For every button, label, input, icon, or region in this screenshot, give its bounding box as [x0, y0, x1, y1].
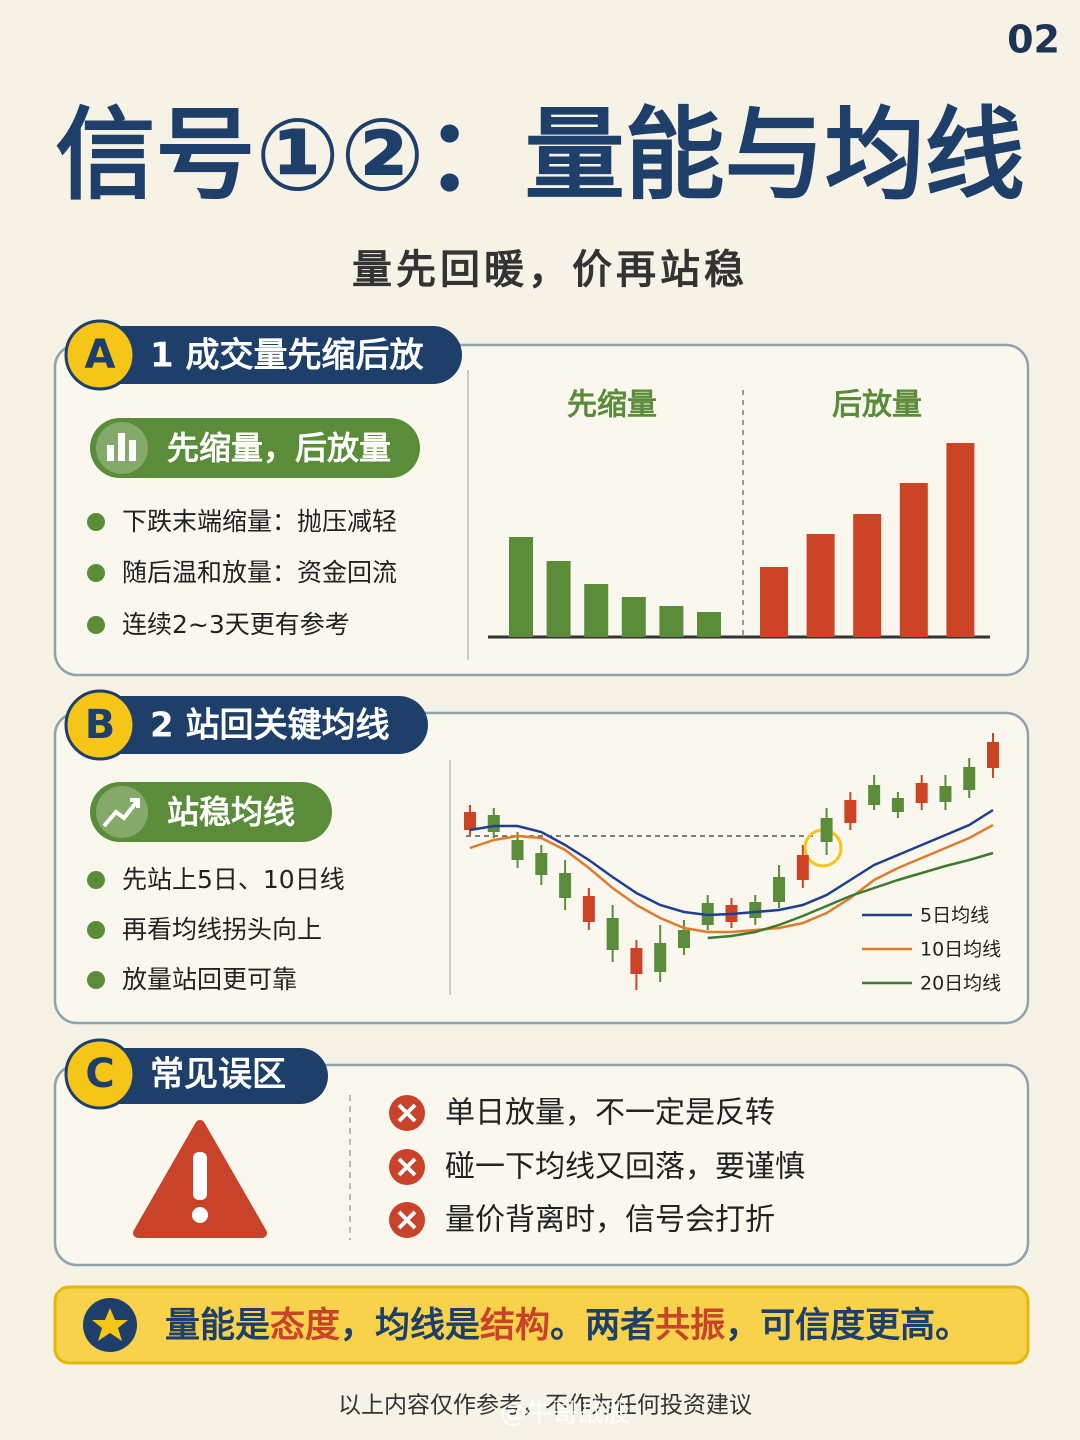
legend-label: 10日均线	[920, 939, 1001, 961]
bullet-dot	[87, 564, 105, 582]
candle-body	[773, 877, 786, 902]
error-cross	[397, 1157, 417, 1177]
group-label: 先缩量	[567, 388, 657, 423]
conclusion-segment: ，可信度更高。	[725, 1306, 970, 1346]
section-title: 2 站回关键均线	[150, 706, 390, 746]
footer: 以上内容仅作参考，不作为任何投资建议	[338, 1393, 752, 1419]
bar	[509, 537, 533, 637]
bullet-text: 先站上5日、10日线	[122, 865, 345, 894]
bar	[659, 606, 684, 637]
moving-average	[469, 823, 994, 934]
subtitle: 量先回暖，价再站稳	[352, 247, 748, 293]
candle-body	[987, 742, 999, 768]
panel	[53, 1063, 1030, 1267]
bullet-text: 连续2~3天更有参考	[122, 610, 350, 639]
candle-body	[559, 873, 572, 898]
candle-body	[630, 948, 643, 974]
candle-body	[677, 930, 690, 948]
candle-body	[582, 896, 595, 922]
candle-body	[511, 840, 524, 860]
warning-mark	[193, 1152, 207, 1200]
bullet-text: 放量站回更可靠	[122, 965, 297, 994]
candle-body	[868, 785, 881, 805]
bar-icon	[107, 433, 136, 461]
badge-text: A	[85, 332, 116, 378]
watermark: @牛哥战股	[500, 1399, 630, 1429]
candle-body	[963, 767, 976, 790]
section-title: 1 成交量先缩后放	[150, 336, 424, 376]
bullet-text: 单日放量，不一定是反转	[445, 1096, 775, 1131]
trend-icon	[130, 798, 140, 808]
candle-body	[749, 902, 762, 918]
bullet-text: 量价背离时，信号会打折	[445, 1203, 775, 1238]
bullet-dot	[87, 921, 105, 939]
bullet-dot	[87, 871, 105, 889]
page-number: 02	[1007, 18, 1060, 62]
candle-body	[606, 918, 619, 950]
moving-average	[707, 851, 994, 940]
conclusion-segment: 结构	[480, 1306, 550, 1346]
bar	[806, 534, 835, 637]
candle-body	[915, 783, 928, 803]
group-label: 后放量	[832, 388, 922, 423]
error-cross	[397, 1103, 417, 1123]
candle-body	[464, 812, 476, 830]
icon	[96, 786, 148, 838]
candle-body	[654, 943, 667, 972]
candle-body	[820, 818, 833, 842]
conclusion-segment: 共振	[655, 1306, 725, 1346]
conclusion-segment: 态度	[270, 1306, 340, 1346]
badge-text: B	[85, 702, 116, 748]
conclusion-banner	[53, 1285, 1030, 1365]
candle-body	[844, 800, 857, 823]
error-cross	[397, 1210, 417, 1230]
candle-body	[487, 815, 500, 832]
tab	[68, 326, 462, 384]
bullet-text: 碰一下均线又回落，要谨慎	[445, 1150, 805, 1185]
badge	[64, 1038, 136, 1110]
bullet-dot	[87, 616, 105, 634]
candle-body	[535, 853, 548, 875]
conclusion-segment: 。两者	[550, 1306, 655, 1346]
badge	[64, 689, 136, 761]
tab	[68, 696, 428, 754]
bullet-text: 随后温和放量：资金回流	[122, 558, 397, 587]
tag-text: 先缩量，后放量	[167, 429, 391, 467]
trend-icon	[102, 798, 140, 828]
candle-body	[796, 855, 809, 880]
tag	[90, 782, 332, 842]
tag-text: 站稳均线	[167, 793, 295, 831]
conclusion-segment: 量能是	[165, 1306, 270, 1346]
badge-text: C	[85, 1051, 114, 1097]
bar	[946, 443, 975, 637]
moving-average	[469, 808, 994, 917]
bar	[546, 561, 571, 637]
candle-body	[939, 786, 952, 802]
section-title: 常见误区	[150, 1055, 286, 1095]
bullet-dot	[87, 513, 105, 531]
bar	[853, 514, 882, 637]
badge	[64, 319, 136, 391]
bullet-text: 下跌末端缩量：抛压减轻	[122, 507, 397, 536]
legend-label: 20日均线	[920, 973, 1001, 995]
bar	[760, 567, 788, 637]
conclusion-segment: ，均线是	[340, 1306, 480, 1346]
candle-body	[891, 798, 904, 812]
bar	[697, 612, 721, 637]
candles	[464, 733, 999, 990]
tag	[90, 418, 420, 478]
bar	[621, 597, 646, 637]
warning-dot	[192, 1207, 208, 1223]
bullet-text: 再看均线拐头向上	[122, 915, 322, 944]
bar	[584, 584, 609, 637]
title: 信号①②：量能与均线	[55, 96, 1024, 213]
bullet-dot	[87, 971, 105, 989]
star-icon	[92, 1308, 128, 1341]
bar	[899, 483, 928, 637]
legend-label: 5日均线	[920, 905, 989, 927]
conclusion: 量能是态度，均线是结构。两者共振，可信度更高。	[165, 1306, 970, 1346]
